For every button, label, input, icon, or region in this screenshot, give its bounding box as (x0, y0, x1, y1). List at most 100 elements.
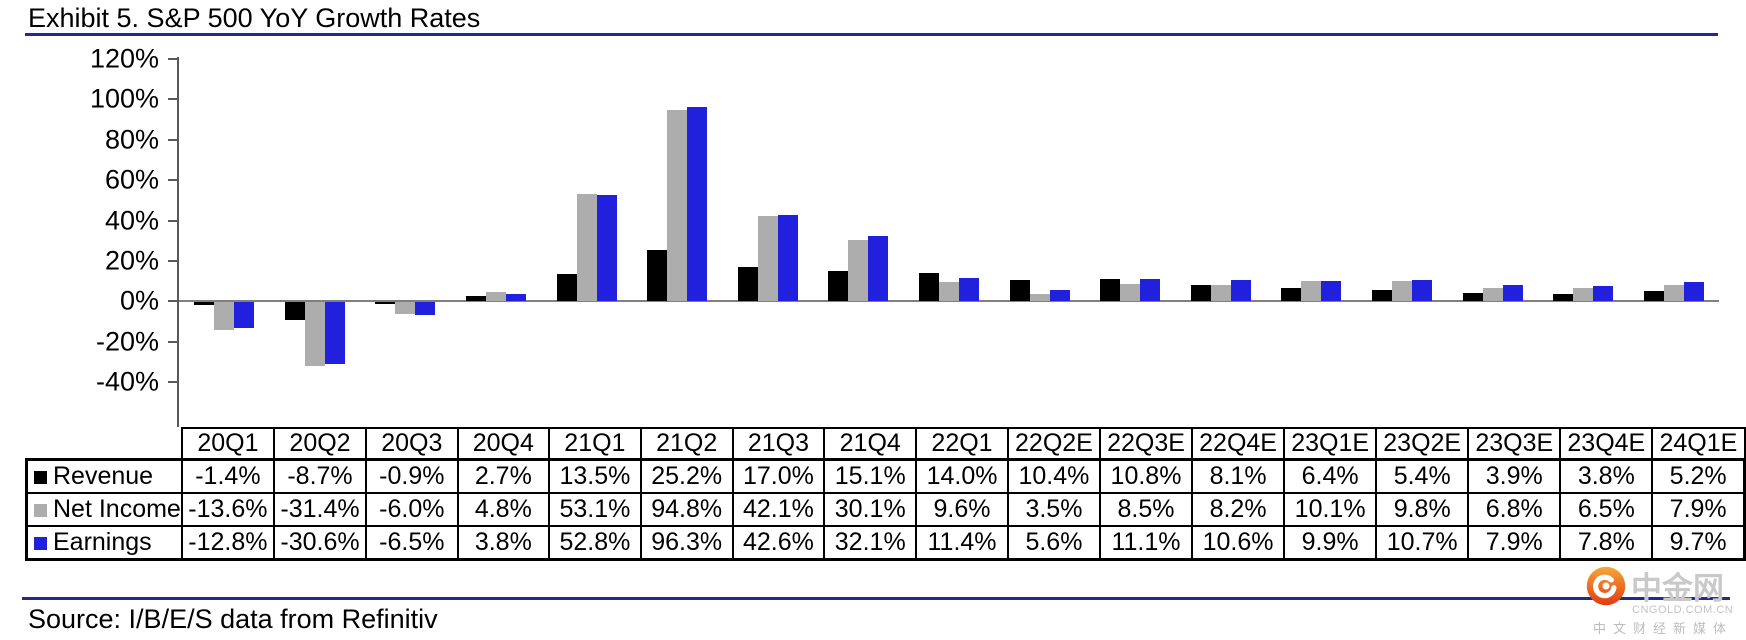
bar-revenue-20q2 (284, 302, 305, 320)
bar-earnings-20q1 (234, 302, 255, 329)
y-axis-tick (168, 381, 177, 383)
y-axis-tick (168, 219, 177, 222)
bar-earnings-20q2 (324, 302, 345, 365)
table-cell: 3.8% (456, 525, 551, 561)
table-cell: -31.4% (272, 492, 368, 527)
watermark-tagline: 中文财经新媒体 (1593, 621, 1734, 636)
table-cell: 8.2% (1191, 492, 1286, 527)
table-header-20q1: 20Q1 (180, 427, 275, 461)
bar-earnings-23q4e (1593, 285, 1614, 302)
watermark-brand: 中金网 (1631, 571, 1724, 606)
table-cell: 10.6% (1191, 525, 1286, 561)
bar-revenue-23q1e (1281, 288, 1302, 302)
bar-revenue-23q4e (1553, 293, 1574, 302)
bar-revenue-20q3 (375, 302, 396, 305)
bar-earnings-20q4 (506, 293, 527, 302)
y-axis-tick (168, 98, 177, 101)
bar-earnings-23q3e (1502, 285, 1523, 302)
row-label-net-income: Net Income (24, 492, 183, 527)
bar-revenue-22q2e (1009, 280, 1030, 302)
table-cell: 52.8% (548, 525, 642, 561)
table-header-24q1e: 24Q1E (1651, 427, 1746, 461)
bar-revenue-22q1 (919, 272, 939, 302)
bar-net-income-23q4e (1573, 288, 1594, 302)
legend-swatch (34, 537, 47, 550)
bar-revenue-22q3e (1100, 279, 1121, 302)
y-axis-tick-label: 60% (104, 164, 159, 195)
table-cell: 11.1% (1098, 525, 1194, 561)
legend-swatch (34, 504, 47, 517)
bar-net-income-20q1 (214, 302, 235, 330)
table-cell: 8.1% (1191, 458, 1286, 494)
table-cell: -1.4% (180, 458, 275, 494)
table-header-23q2e: 23Q2E (1375, 427, 1470, 461)
table-cell: 15.1% (823, 458, 918, 494)
table-cell: 25.2% (639, 458, 734, 494)
bar-earnings-20q3 (415, 302, 436, 316)
table-row-revenue: Revenue -1.4% -8.7% -0.9% 2.7% 13.5% 25.2% 17.0… (24, 458, 1746, 494)
y-axis-tick (168, 300, 177, 303)
y-axis-tick-label: 100% (89, 83, 159, 114)
table-cell: 17.0% (731, 458, 826, 494)
table-header-21q1: 21Q1 (548, 427, 642, 461)
bar-net-income-22q2e (1029, 294, 1050, 302)
table-cell: 10.1% (1283, 492, 1378, 527)
swirl-9-icon (1586, 566, 1626, 605)
table-cell: 42.1% (731, 492, 826, 527)
table-header-row: 20Q1 20Q2 20Q3 20Q4 21Q1 21Q2 21Q3 21Q4 22Q1 22Q2… (27, 427, 1746, 461)
exhibit-title: Exhibit 5. S&P 500 YoY Growth Rates (28, 3, 481, 33)
table-header-23q3e: 23Q3E (1467, 427, 1562, 461)
table-cell: 9.9% (1283, 525, 1378, 561)
bottom-divider (22, 597, 1730, 600)
table-cell: 5.2% (1651, 458, 1746, 494)
table-cell: 7.8% (1559, 525, 1654, 561)
table-header-22q1: 22Q1 (915, 427, 1009, 461)
table-header-20q3: 20Q3 (365, 427, 459, 461)
table-cell: 9.8% (1375, 492, 1470, 527)
bar-net-income-23q3e (1482, 287, 1503, 302)
bar-earnings-22q1 (959, 278, 979, 302)
row-label-earnings: Earnings (24, 525, 183, 561)
y-axis-tick-label: -20% (95, 326, 159, 357)
y-axis-tick (168, 340, 177, 343)
table-header-20q4: 20Q4 (456, 427, 551, 461)
table-cell: 7.9% (1467, 525, 1562, 561)
y-axis-tick-label: 40% (104, 205, 159, 235)
table-cell: 8.5% (1098, 492, 1194, 527)
table-header-23q4e: 23Q4E (1559, 427, 1654, 461)
y-axis-tick (168, 138, 177, 141)
bar-earnings-22q3e (1140, 278, 1161, 302)
legend-swatch (34, 471, 47, 484)
bar-revenue-20q1 (194, 302, 215, 306)
table-cell: 13.5% (548, 458, 642, 494)
table-cell: 7.9% (1651, 492, 1746, 527)
bar-revenue-23q2e (1371, 290, 1392, 302)
table-cell: 6.5% (1559, 492, 1654, 527)
bar-net-income-21q3 (757, 216, 778, 302)
y-axis-tick-label: 120% (89, 43, 159, 74)
bar-earnings-24q1e (1683, 281, 1704, 302)
source-note: Source: I/B/E/S data from Refinitiv (28, 604, 438, 634)
bar-earnings-21q1 (596, 194, 617, 302)
table-cell: 14.0% (915, 458, 1009, 494)
bar-earnings-23q1e (1321, 281, 1342, 302)
table-cell: 32.1% (823, 525, 918, 561)
table-cell: 3.9% (1467, 458, 1562, 494)
table-cell: -12.8% (180, 525, 275, 561)
bar-net-income-21q4 (848, 240, 869, 302)
y-axis-tick-label: 0% (119, 285, 159, 316)
y-axis-tick-label: 80% (104, 124, 159, 155)
table-cell: 3.5% (1006, 492, 1101, 527)
bar-net-income-24q1e (1663, 285, 1684, 302)
table-cell: 4.8% (456, 492, 551, 527)
data-table: 20Q1 20Q2 20Q3 20Q4 21Q1 21Q2 21Q3 21Q4 22Q1 22Q2… (24, 427, 1746, 561)
table-cell: 10.7% (1375, 525, 1470, 561)
plot-area (177, 57, 1719, 427)
table-row-earnings: Earnings -12.8% -30.6% -6.5% 3.8% 52.8% 96.3% 4… (24, 525, 1746, 561)
bar-net-income-20q4 (486, 291, 507, 302)
table-header-21q3: 21Q3 (731, 427, 826, 461)
table-cell: 2.7% (456, 458, 551, 494)
table-cell: 42.6% (731, 525, 826, 561)
bar-net-income-22q4e (1210, 284, 1231, 302)
